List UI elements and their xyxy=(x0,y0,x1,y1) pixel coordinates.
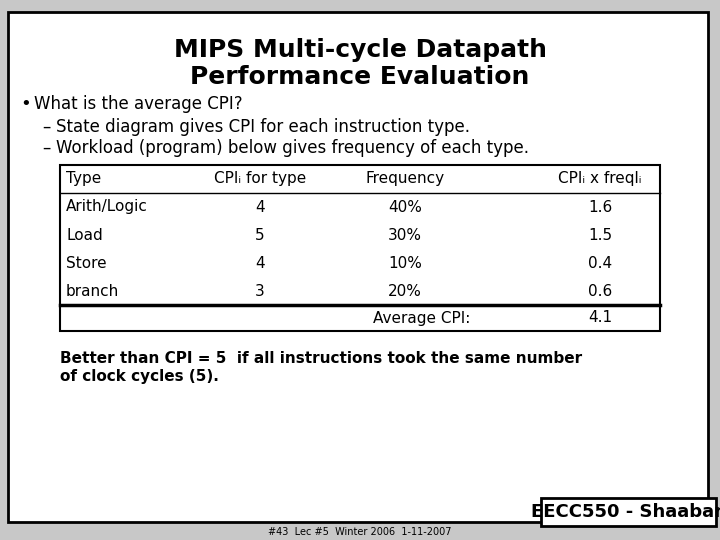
Text: 4: 4 xyxy=(255,255,265,271)
Text: Better than CPI = 5  if all instructions took the same number: Better than CPI = 5 if all instructions … xyxy=(60,351,582,366)
Text: •: • xyxy=(20,95,31,113)
Text: Frequency: Frequency xyxy=(366,172,444,186)
Text: Type: Type xyxy=(66,172,102,186)
Text: CPIᵢ for type: CPIᵢ for type xyxy=(214,172,306,186)
Text: 0.4: 0.4 xyxy=(588,255,612,271)
Bar xyxy=(60,165,660,331)
Text: Load: Load xyxy=(66,227,103,242)
Text: 4: 4 xyxy=(255,199,265,214)
Text: –: – xyxy=(42,118,50,136)
Text: 30%: 30% xyxy=(388,227,422,242)
Text: –: – xyxy=(42,139,50,157)
Text: CPIᵢ x freqlᵢ: CPIᵢ x freqlᵢ xyxy=(558,172,642,186)
Text: Workload (program) below gives frequency of each type.: Workload (program) below gives frequency… xyxy=(56,139,529,157)
Text: MIPS Multi-cycle Datapath: MIPS Multi-cycle Datapath xyxy=(174,38,546,62)
Text: State diagram gives CPI for each instruction type.: State diagram gives CPI for each instruc… xyxy=(56,118,470,136)
Text: #43  Lec #5  Winter 2006  1-11-2007: #43 Lec #5 Winter 2006 1-11-2007 xyxy=(269,527,451,537)
Text: What is the average CPI?: What is the average CPI? xyxy=(34,95,243,113)
Text: of clock cycles (5).: of clock cycles (5). xyxy=(60,369,219,384)
Text: Store: Store xyxy=(66,255,107,271)
Text: 3: 3 xyxy=(255,284,265,299)
Text: 40%: 40% xyxy=(388,199,422,214)
Text: 10%: 10% xyxy=(388,255,422,271)
Bar xyxy=(541,498,716,526)
Text: Arith/Logic: Arith/Logic xyxy=(66,199,148,214)
Text: 1.5: 1.5 xyxy=(588,227,612,242)
Text: 5: 5 xyxy=(255,227,265,242)
Text: Performance Evaluation: Performance Evaluation xyxy=(190,65,530,89)
Text: 4.1: 4.1 xyxy=(588,310,612,326)
Text: Average CPI:: Average CPI: xyxy=(373,310,470,326)
Text: branch: branch xyxy=(66,284,120,299)
Text: EECC550 - Shaaban: EECC550 - Shaaban xyxy=(531,503,720,521)
Text: 20%: 20% xyxy=(388,284,422,299)
Text: 1.6: 1.6 xyxy=(588,199,612,214)
Text: 0.6: 0.6 xyxy=(588,284,612,299)
